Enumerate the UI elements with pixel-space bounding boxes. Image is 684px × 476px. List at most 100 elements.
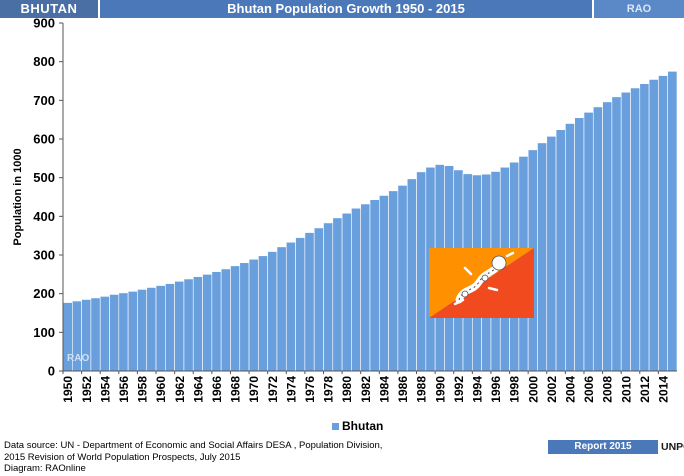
bar-1981 — [351, 207, 361, 372]
x-tick-label: 2010 — [619, 376, 633, 403]
country-label: BHUTAN — [0, 0, 98, 18]
bar-1985 — [388, 190, 399, 372]
brand-label: RAO — [594, 0, 684, 18]
chart-title: Bhutan Population Growth 1950 - 2015 — [100, 0, 592, 18]
x-tick-label: 1950 — [61, 376, 75, 403]
x-tick-label: 1994 — [470, 376, 484, 403]
x-tick-label: 1972 — [266, 376, 280, 403]
y-tick-label: 600 — [33, 132, 55, 147]
dragon-head — [491, 255, 507, 271]
bar-1977 — [313, 227, 324, 372]
x-tick-label: 1978 — [322, 376, 336, 403]
y-tick-label: 700 — [33, 93, 55, 108]
bar-1966 — [211, 271, 222, 372]
bar-1982 — [360, 203, 371, 372]
x-tick-label: 1990 — [433, 376, 447, 403]
legend-swatch — [332, 423, 339, 430]
bar-1974 — [285, 241, 296, 372]
y-axis-title: Population in 1000 — [12, 148, 24, 245]
x-tick-label: 1968 — [229, 376, 243, 403]
legend-label: Bhutan — [342, 419, 383, 433]
source-line-2: 2015 Revision of World Population Prospe… — [4, 451, 241, 463]
dragon-jewel — [481, 274, 489, 282]
bar-1983 — [369, 199, 380, 372]
x-tick-label: 1974 — [284, 376, 298, 403]
population-chart: Population in 1000 0 100 200 300 400 500 600 70… — [12, 18, 678, 433]
x-tick-label: 2000 — [526, 376, 540, 403]
bar-1955 — [109, 294, 120, 372]
bar-2005 — [574, 117, 585, 372]
bar-1954 — [99, 296, 110, 372]
x-tick-label: 1954 — [98, 376, 112, 403]
x-tick-label: 2008 — [601, 376, 615, 403]
x-tick-label: 1980 — [340, 376, 354, 403]
bar-1968 — [230, 265, 241, 372]
bar-1960 — [155, 285, 166, 372]
x-tick-label: 1966 — [210, 376, 224, 403]
bar-1965 — [202, 274, 213, 372]
source-line-3: Diagram: RAOnline — [4, 463, 86, 474]
y-tick-label: 0 — [48, 364, 55, 379]
bar-1964 — [192, 276, 203, 372]
x-tick-label: 1998 — [508, 376, 522, 403]
bhutan-flag-icon — [429, 248, 534, 318]
bar-2008 — [602, 101, 613, 372]
bar-1976 — [304, 232, 315, 372]
bar-2014 — [658, 75, 668, 372]
bar-2009 — [611, 96, 622, 372]
bar-1984 — [378, 195, 389, 372]
x-tick-label: 1956 — [117, 376, 131, 403]
watermark-label: RAO — [67, 353, 89, 364]
bar-1961 — [165, 283, 175, 372]
bar-2003 — [555, 129, 566, 372]
bar-2007 — [592, 106, 603, 372]
bar-1959 — [146, 287, 157, 372]
y-tick-label: 200 — [33, 286, 55, 301]
bar-1972 — [267, 251, 278, 372]
header-bar: BHUTAN Bhutan Population Growth 1950 - 2… — [0, 0, 684, 18]
bar-2011 — [630, 87, 641, 372]
bar-1975 — [295, 237, 306, 372]
bar-2013 — [648, 79, 659, 372]
bar-1970 — [248, 258, 259, 372]
bar-2006 — [583, 112, 594, 372]
y-tick-label: 900 — [33, 18, 55, 31]
bar-1969 — [239, 262, 250, 372]
x-tick-label: 1970 — [247, 376, 261, 403]
bar-1962 — [174, 280, 185, 372]
x-tick-label: 1952 — [80, 376, 94, 403]
org-label: UNPOP — [661, 441, 684, 453]
x-tick-label: 1964 — [191, 376, 205, 403]
y-tick-label: 400 — [33, 209, 55, 224]
x-tick-label: 1960 — [154, 376, 168, 403]
x-tick-label: 1988 — [415, 376, 429, 403]
bar-1973 — [276, 246, 287, 372]
x-tick-label: 1986 — [396, 376, 410, 403]
bar-2015 — [667, 71, 678, 372]
x-tick-label: 2006 — [582, 376, 596, 403]
x-tick-label: 1962 — [173, 376, 187, 403]
y-tick-label: 800 — [33, 54, 55, 69]
y-tick-label: 300 — [33, 248, 55, 263]
bar-1958 — [137, 289, 148, 372]
bar-2010 — [620, 91, 631, 372]
x-tick-label: 1982 — [359, 376, 373, 403]
source-line-1: Data source: UN - Department of Economic… — [4, 440, 383, 451]
bar-1963 — [183, 278, 194, 372]
bar-1986 — [397, 185, 408, 372]
x-tick-label: 2012 — [638, 376, 652, 403]
data-source: Data source: UN - Department of Economic… — [4, 440, 382, 475]
x-tick-label: 2004 — [564, 376, 578, 403]
x-tick-label: 1958 — [136, 376, 150, 403]
x-tick-label: 1996 — [489, 376, 503, 403]
bar-1979 — [332, 217, 343, 372]
bar-2012 — [639, 83, 650, 372]
report-badge: Report 2015 — [548, 440, 658, 454]
y-tick-label: 100 — [33, 325, 55, 340]
bar-1956 — [118, 292, 129, 372]
bar-1980 — [341, 212, 352, 372]
bar-2001 — [537, 142, 548, 372]
y-tick-label: 500 — [33, 170, 55, 185]
bar-1971 — [258, 255, 268, 372]
dragon-claws — [453, 251, 515, 306]
